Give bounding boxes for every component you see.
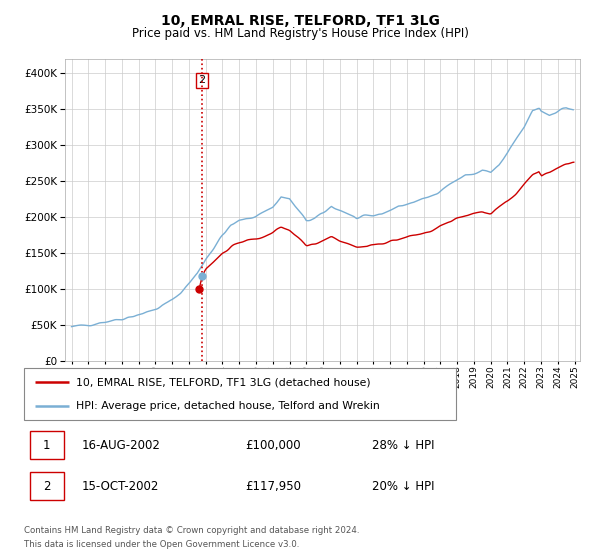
Bar [558,59,596,361]
Text: £100,000: £100,000 [245,438,301,452]
Text: 1: 1 [43,438,50,452]
Text: 10, EMRAL RISE, TELFORD, TF1 3LG: 10, EMRAL RISE, TELFORD, TF1 3LG [161,14,439,28]
Text: 28% ↓ HPI: 28% ↓ HPI [372,438,434,452]
Text: £117,950: £117,950 [245,479,301,493]
Text: Price paid vs. HM Land Registry's House Price Index (HPI): Price paid vs. HM Land Registry's House … [131,27,469,40]
Text: Contains HM Land Registry data © Crown copyright and database right 2024.: Contains HM Land Registry data © Crown c… [24,526,359,535]
FancyBboxPatch shape [24,368,456,420]
Text: 15-OCT-2002: 15-OCT-2002 [82,479,160,493]
Text: HPI: Average price, detached house, Telford and Wrekin: HPI: Average price, detached house, Telf… [76,401,380,411]
FancyBboxPatch shape [29,431,64,459]
Text: 20% ↓ HPI: 20% ↓ HPI [372,479,434,493]
Text: 2: 2 [43,479,50,493]
Text: 16-AUG-2002: 16-AUG-2002 [82,438,161,452]
FancyBboxPatch shape [29,472,64,500]
Text: 2: 2 [199,76,206,86]
Text: This data is licensed under the Open Government Licence v3.0.: This data is licensed under the Open Gov… [24,540,299,549]
Text: 10, EMRAL RISE, TELFORD, TF1 3LG (detached house): 10, EMRAL RISE, TELFORD, TF1 3LG (detach… [76,377,370,388]
